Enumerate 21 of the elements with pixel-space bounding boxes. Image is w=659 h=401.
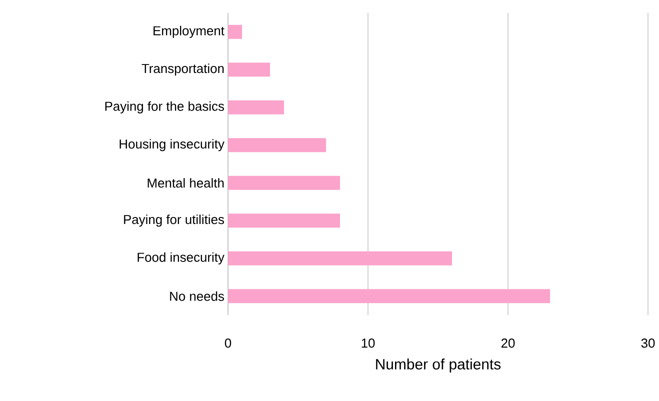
x-tick-label: 0 — [224, 338, 232, 348]
bar — [228, 24, 242, 39]
x-tick-label: 20 — [501, 338, 515, 348]
y-tick-label: Employment — [154, 26, 224, 38]
x-axis-title: Number of patients — [376, 358, 501, 372]
bar — [228, 176, 340, 190]
y-tick-label: Paying for utilities — [124, 214, 224, 227]
bar — [228, 100, 284, 114]
bar — [228, 62, 270, 77]
bar — [228, 251, 452, 266]
x-tick-label: 30 — [641, 338, 655, 348]
y-tick-label: Paying for the basics — [105, 101, 224, 114]
bar — [228, 138, 326, 152]
y-tick-label: Mental health — [148, 178, 224, 188]
y-tick-label: No needs — [170, 291, 224, 301]
y-tick-label: Housing insecurity — [120, 139, 224, 152]
x-tick-label: 10 — [362, 338, 375, 348]
y-tick-label: Food insecurity — [138, 252, 224, 264]
bar — [228, 214, 340, 228]
y-tick-label: Transportation — [142, 64, 224, 76]
bar — [228, 289, 550, 304]
